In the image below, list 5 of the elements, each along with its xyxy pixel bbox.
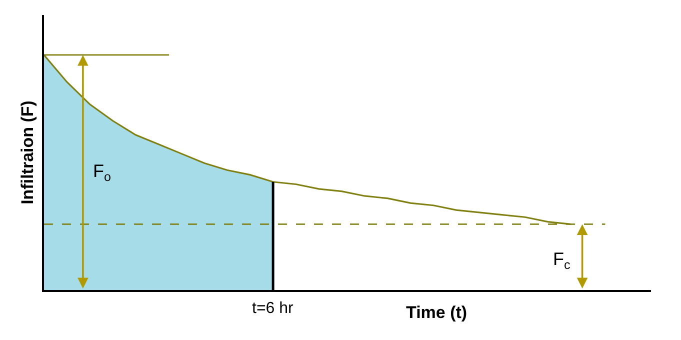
x-axis-title: Time (t) [406,303,468,322]
text: t=6 hr [252,300,294,317]
annotation: F$_{o}$ [93,161,112,184]
y-axis-title: Infiltraion (F) [18,100,38,204]
annotation: F$_{c}$ [553,249,570,272]
